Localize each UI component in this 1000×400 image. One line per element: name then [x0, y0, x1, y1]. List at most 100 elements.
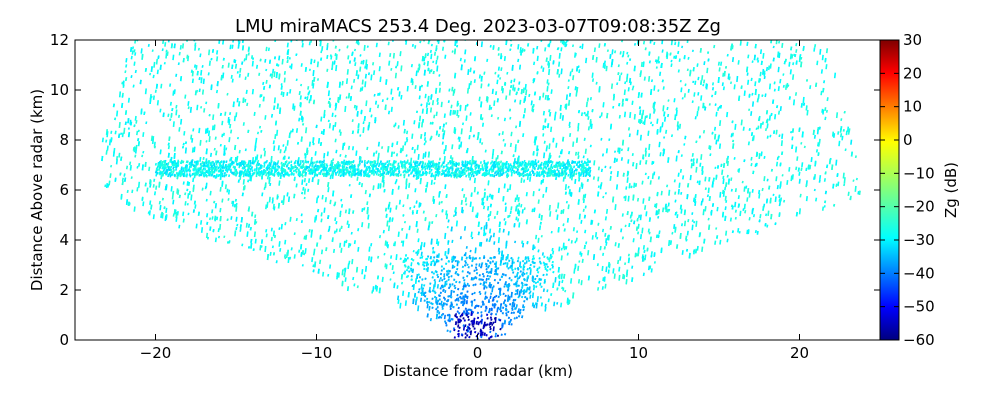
echo-mark: [803, 33, 804, 36]
echo-mark: [515, 91, 518, 95]
echo-mark: [228, 174, 231, 178]
echo-mark: [368, 167, 371, 170]
echo-mark: [777, 51, 780, 58]
echo-mark: [649, 236, 652, 243]
echo-mark: [611, 58, 614, 65]
echo-mark: [510, 85, 513, 89]
echo-mark: [574, 168, 577, 172]
echo-mark: [535, 162, 538, 166]
echo-mark: [414, 188, 417, 193]
echo-mark: [503, 319, 506, 324]
echo-mark: [233, 58, 236, 63]
echo-mark: [429, 121, 432, 125]
echo-mark: [724, 195, 727, 201]
echo-mark: [481, 173, 484, 177]
echo-mark: [722, 86, 725, 91]
echo-mark: [673, 224, 676, 229]
echo-mark: [692, 67, 695, 72]
echo-mark: [304, 248, 307, 254]
echo-mark: [620, 72, 623, 76]
echo-mark: [304, 153, 307, 159]
echo-mark: [510, 169, 513, 173]
echo-mark: [286, 192, 289, 197]
echo-mark: [577, 199, 580, 205]
echo-mark: [252, 57, 255, 61]
echo-mark: [153, 191, 157, 196]
echo-mark: [656, 191, 659, 197]
echo-mark: [518, 210, 521, 217]
echo-mark: [381, 276, 384, 283]
echo-mark: [459, 104, 462, 108]
echo-mark: [263, 147, 266, 151]
echo-mark: [421, 108, 424, 114]
echo-mark: [239, 227, 242, 232]
echo-mark: [255, 221, 258, 224]
echo-mark: [313, 248, 316, 254]
echo-mark: [351, 258, 354, 265]
echo-mark: [491, 170, 494, 173]
echo-mark: [366, 208, 369, 215]
echo-mark: [469, 162, 472, 165]
echo-mark: [412, 249, 415, 253]
echo-mark: [523, 49, 526, 52]
echo-mark: [577, 65, 580, 69]
echo-mark: [624, 81, 627, 85]
echo-mark: [289, 216, 292, 222]
echo-mark: [656, 129, 659, 134]
echo-mark: [568, 162, 571, 166]
echo-mark: [411, 79, 414, 83]
echo-mark: [230, 74, 233, 79]
echo-mark: [730, 177, 733, 181]
echo-mark: [586, 163, 590, 167]
echo-mark: [543, 161, 546, 164]
echo-mark: [721, 211, 725, 218]
echo-mark: [400, 94, 403, 100]
echo-mark: [260, 94, 263, 98]
echo-mark: [329, 264, 332, 269]
echo-mark: [130, 75, 133, 79]
echo-mark: [531, 302, 534, 307]
echo-mark: [722, 178, 725, 185]
echo-mark: [282, 163, 285, 167]
echo-mark: [321, 164, 324, 168]
echo-mark: [560, 255, 563, 261]
echo-mark: [220, 164, 223, 168]
echo-mark: [589, 166, 592, 170]
echo-mark: [362, 121, 365, 125]
echo-mark: [454, 174, 457, 177]
echo-mark: [562, 136, 565, 142]
echo-mark: [767, 65, 771, 71]
echo-mark: [175, 109, 178, 116]
echo-mark: [276, 164, 279, 168]
echo-mark: [355, 150, 358, 156]
echo-mark: [847, 191, 850, 197]
echo-mark: [509, 48, 512, 51]
echo-mark: [158, 33, 159, 36]
echo-mark: [268, 84, 271, 89]
echo-mark: [695, 158, 699, 164]
echo-mark: [123, 173, 126, 177]
echo-mark: [432, 60, 435, 64]
echo-mark: [565, 103, 568, 110]
echo-mark: [182, 160, 185, 164]
echo-mark: [728, 76, 731, 81]
echo-mark: [730, 204, 733, 208]
echo-mark: [746, 41, 749, 47]
echo-mark: [493, 317, 497, 320]
echo-mark: [335, 54, 338, 60]
echo-mark: [177, 114, 181, 118]
echo-mark: [353, 173, 357, 177]
echo-mark: [500, 173, 503, 177]
echo-mark: [211, 170, 214, 174]
echo-mark: [362, 170, 365, 174]
echo-mark: [600, 112, 603, 117]
echo-mark: [355, 266, 359, 273]
echo-mark: [267, 47, 270, 52]
echo-mark: [497, 47, 500, 51]
echo-mark: [447, 240, 450, 244]
echo-mark: [663, 136, 666, 139]
echo-mark: [356, 176, 359, 181]
echo-mark: [754, 88, 757, 96]
echo-mark: [424, 53, 427, 59]
echo-mark: [133, 61, 136, 66]
